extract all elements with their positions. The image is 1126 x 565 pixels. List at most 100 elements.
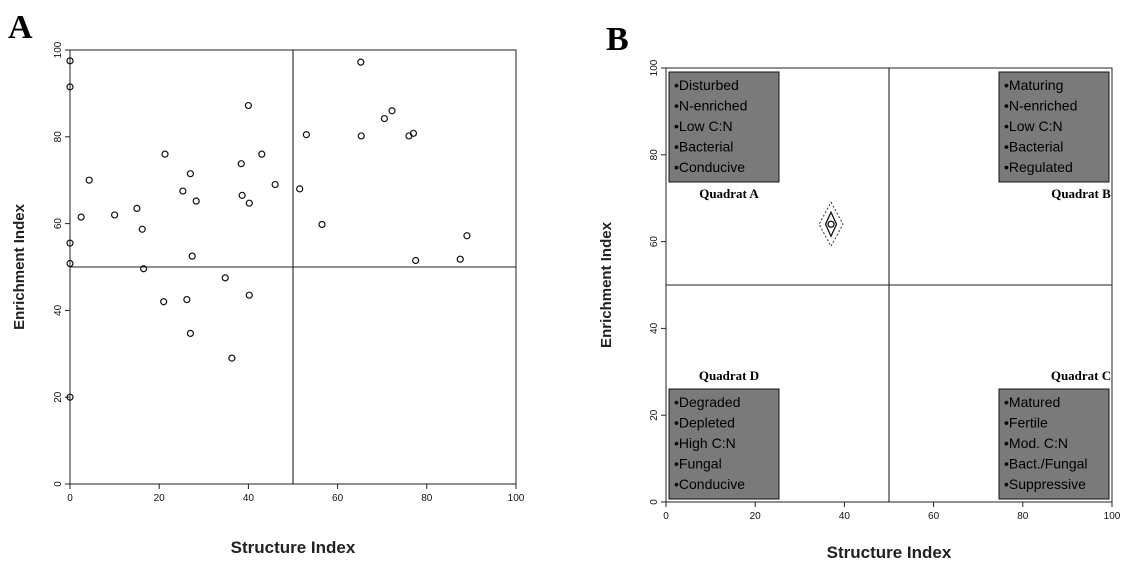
data-point — [296, 185, 304, 193]
data-point — [66, 83, 74, 91]
quadrant-box — [668, 71, 780, 183]
data-point — [221, 274, 229, 282]
quadrant-title: Quadrat C — [1051, 368, 1111, 383]
panel-b: B 0 20 40 60 80 100 0 20 40 60 80 100 •Disturbed •N-… — [598, 21, 1121, 562]
x-tick-label: 0 — [67, 493, 73, 504]
x-tick-label: 40 — [839, 511, 851, 522]
quadrant-title: Quadrat B — [1051, 186, 1111, 201]
quadrant-item: •Mod. C:N — [1004, 435, 1068, 451]
x-tick-label: 20 — [154, 493, 166, 504]
quadrant-item: •Maturing — [1004, 77, 1063, 93]
panel-b-x-axis-title: Structure Index — [827, 543, 952, 562]
x-tick-label: 40 — [243, 493, 255, 504]
y-tick-label: 100 — [649, 59, 660, 76]
quadrant-item: •Disturbed — [674, 77, 739, 93]
quadrant-item: •Regulated — [1004, 159, 1073, 175]
data-point — [245, 291, 253, 299]
quadrant-top-right-annotation: •Maturing •N-enriched •Low C:N •Bacterial •R… — [998, 71, 1111, 201]
data-point — [188, 252, 196, 260]
data-point — [409, 129, 418, 137]
y-tick-label: 40 — [649, 322, 660, 334]
quadrant-item: •Depleted — [674, 415, 735, 431]
quadrant-item: •Bacterial — [674, 139, 733, 155]
quadrant-item: •Fertile — [1004, 415, 1048, 431]
data-point — [85, 176, 93, 184]
panel-b-reference-lines — [666, 68, 1112, 502]
data-point — [456, 255, 464, 263]
data-point — [66, 239, 74, 247]
data-point — [183, 295, 191, 304]
panel-a: A 0 20 40 60 80 100 0 20 40 60 80 100 Structure Ind… — [8, 9, 525, 557]
panel-b-points — [818, 201, 844, 248]
data-point — [66, 393, 74, 401]
data-point — [160, 298, 168, 306]
quadrant-item: •Suppressive — [1004, 476, 1086, 492]
data-point — [110, 211, 119, 219]
quadrant-item: •N-enriched — [674, 98, 747, 114]
data-point — [318, 220, 326, 229]
panel-b-ticks: 0 20 40 60 80 100 0 20 40 60 80 100 — [649, 59, 1121, 522]
panel-b-quadrant-annotations: •Disturbed•N-enriched•Low C:N•Bacterial•… — [668, 71, 1111, 500]
x-tick-label: 80 — [421, 493, 433, 504]
y-tick-label: 20 — [53, 391, 64, 403]
x-tick-label: 80 — [1017, 511, 1029, 522]
y-tick-label: 100 — [53, 41, 64, 58]
quadrant-item: •Fungal — [674, 456, 722, 472]
quadrant-item: •Bacterial — [1004, 139, 1063, 155]
y-tick-label: 0 — [649, 499, 660, 505]
x-tick-label: 100 — [1104, 511, 1121, 522]
panel-b-label: B — [606, 21, 629, 58]
panel-a-y-axis-title: Enrichment Index — [11, 203, 28, 330]
x-tick-label: 60 — [928, 511, 940, 522]
quadrant-item: •Degraded — [674, 394, 740, 410]
quadrant-box — [998, 388, 1110, 500]
quadrant-item: •Matured — [1004, 394, 1060, 410]
x-tick-label: 60 — [332, 493, 344, 504]
quadrant-top-left-annotation: •Disturbed •N-enriched •Low C:N •Bacterial •… — [668, 71, 780, 201]
quadrant-bottom-right-annotation: •Matured •Fertile •Mod. C:N •Bact./Fungal •S… — [998, 368, 1111, 500]
x-tick-label: 20 — [750, 511, 762, 522]
panel-a-points — [66, 57, 471, 401]
y-tick-label: 60 — [649, 236, 660, 248]
data-point — [302, 131, 310, 139]
quadrant-box — [668, 388, 780, 500]
data-point — [258, 150, 266, 158]
quadrant-title: Quadrat A — [699, 186, 759, 201]
panel-a-label: A — [8, 9, 33, 46]
data-point — [380, 114, 389, 123]
data-point — [161, 150, 169, 158]
x-tick-label: 100 — [508, 493, 525, 504]
panel-b-y-axis-title: Enrichment Index — [598, 221, 615, 348]
data-point — [133, 204, 141, 213]
quadrant-item: •High C:N — [674, 435, 736, 451]
quadrant-title: Quadrat D — [699, 368, 759, 383]
quadrant-item: •Bact./Fungal — [1004, 456, 1088, 472]
data-point — [271, 180, 279, 189]
data-point — [228, 354, 236, 362]
data-point — [138, 225, 146, 233]
y-tick-label: 20 — [649, 409, 660, 421]
quadrant-item: •Conducive — [674, 476, 745, 492]
panel-a-ticks: 0 20 40 60 80 100 0 20 40 60 80 100 — [53, 41, 525, 504]
panel-a-reference-lines — [70, 50, 516, 484]
quadrant-item: •Conducive — [674, 159, 745, 175]
data-point — [244, 101, 252, 110]
quadrant-item: •Low C:N — [674, 118, 733, 134]
data-point — [192, 197, 200, 205]
data-point — [245, 199, 253, 207]
data-point — [238, 191, 246, 199]
data-point — [463, 232, 471, 240]
data-point — [186, 329, 195, 338]
data-point — [179, 187, 187, 195]
x-tick-label: 0 — [663, 511, 669, 522]
data-point — [357, 132, 365, 140]
data-point — [77, 213, 85, 221]
panel-a-x-axis-title: Structure Index — [231, 538, 356, 557]
y-tick-label: 80 — [649, 149, 660, 161]
data-point — [186, 170, 195, 178]
y-tick-label: 60 — [53, 218, 64, 230]
data-point — [66, 259, 74, 268]
data-point — [357, 58, 365, 66]
quadrant-box — [998, 71, 1110, 183]
